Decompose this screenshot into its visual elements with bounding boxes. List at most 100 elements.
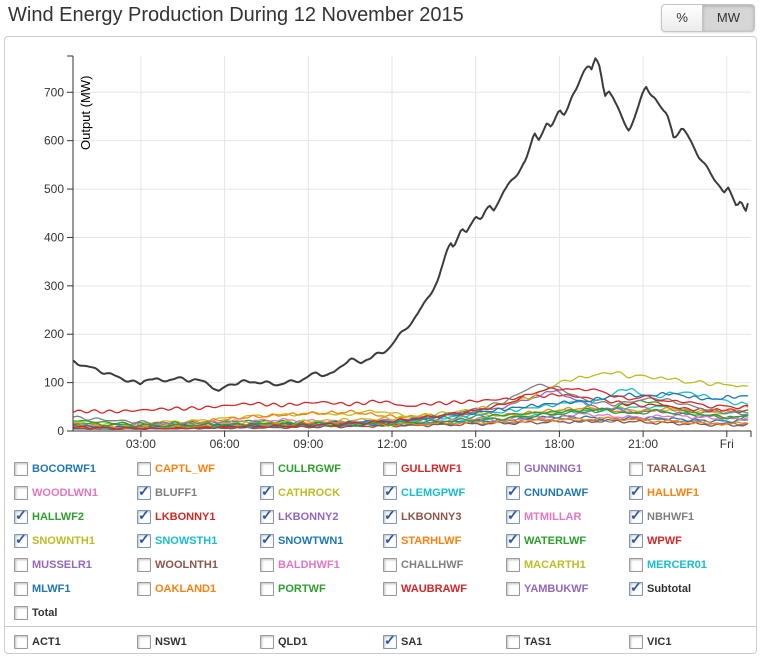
series-line-lkbonny1	[73, 393, 749, 414]
farm-checkbox-musselr1[interactable]	[14, 558, 28, 572]
region-checkbox-vic1[interactable]	[629, 635, 643, 649]
farm-item-gullrwf1: GULLRWF1	[383, 462, 506, 476]
farm-checkbox-captl_wf[interactable]	[137, 462, 151, 476]
farm-label: CHALLHWF	[401, 559, 464, 571]
farm-label: WOODLWN1	[32, 487, 98, 499]
series-line-subtotal	[72, 57, 749, 392]
farm-checkbox-mlwf1[interactable]	[14, 582, 28, 596]
farm-checkbox-waubrawf[interactable]	[383, 582, 397, 596]
series-line-waterlwf	[73, 407, 749, 428]
farm-item-subtotal: Subtotal	[629, 582, 752, 596]
farm-item-clemgpwf: CLEMGPWF	[383, 486, 506, 500]
region-legend: ACT1 NSW1 QLD1 SA1 TAS1 VIC1	[5, 629, 756, 655]
region-checkbox-tas1[interactable]	[506, 635, 520, 649]
farm-label: HALLWF2	[32, 511, 84, 523]
farm-item-waubrawf: WAUBRAWF	[383, 582, 506, 596]
farm-item-wpwf: WPWF	[629, 534, 752, 548]
farm-item-woodlwn1: WOODLWN1	[14, 486, 137, 500]
farm-checkbox-nbhwf1[interactable]	[629, 510, 643, 524]
farm-checkbox-hallwf2[interactable]	[14, 510, 28, 524]
farm-checkbox-yambukwf[interactable]	[506, 582, 520, 596]
farm-checkbox-snowsth1[interactable]	[137, 534, 151, 548]
farm-label: HALLWF1	[647, 487, 699, 499]
region-checkbox-sa1[interactable]	[383, 635, 397, 649]
farm-item-macarth1: MACARTH1	[506, 558, 629, 572]
farm-item-taralga1: TARALGA1	[629, 462, 752, 476]
farm-label: GUNNING1	[524, 463, 583, 475]
legend-separator	[5, 626, 756, 627]
farm-checkbox-total[interactable]	[14, 606, 28, 620]
y-axis-tick-label: 200	[44, 327, 64, 341]
series-line-wpwf	[73, 387, 749, 430]
farm-label: BALDHWF1	[278, 559, 340, 571]
region-label: TAS1	[524, 636, 552, 648]
farm-checkbox-clemgpwf[interactable]	[383, 486, 397, 500]
farm-label: YAMBUKWF	[524, 583, 589, 595]
farm-checkbox-mercer01[interactable]	[629, 558, 643, 572]
mw-button[interactable]: MW	[702, 4, 755, 32]
farm-checkbox-bocorwf1[interactable]	[14, 462, 28, 476]
region-checkbox-qld1[interactable]	[260, 635, 274, 649]
region-checkbox-act1[interactable]	[14, 635, 28, 649]
region-item-nsw1: NSW1	[137, 635, 260, 649]
farm-checkbox-lkbonny1[interactable]	[137, 510, 151, 524]
farm-item-lkbonny1: LKBONNY1	[137, 510, 260, 524]
farm-checkbox-snowtwn1[interactable]	[260, 534, 274, 548]
farm-checkbox-woolnth1[interactable]	[137, 558, 151, 572]
region-label: NSW1	[155, 636, 187, 648]
x-axis-tick-label: Fri	[720, 437, 734, 451]
farm-checkbox-portwf[interactable]	[260, 582, 274, 596]
farm-label: MERCER01	[647, 559, 707, 571]
farm-checkbox-oakland1[interactable]	[137, 582, 151, 596]
farm-label: SNOWNTH1	[32, 535, 95, 547]
farm-label: CAPTL_WF	[155, 463, 215, 475]
farm-checkbox-challhwf[interactable]	[383, 558, 397, 572]
percent-button[interactable]: %	[661, 4, 703, 32]
farm-checkbox-lkbonny3[interactable]	[383, 510, 397, 524]
region-item-tas1: TAS1	[506, 635, 629, 649]
region-item-qld1: QLD1	[260, 635, 383, 649]
farm-checkbox-woodlwn1[interactable]	[14, 486, 28, 500]
farm-checkbox-lkbonny2[interactable]	[260, 510, 274, 524]
farm-checkbox-starhlwf[interactable]	[383, 534, 397, 548]
farm-checkbox-waterlwf[interactable]	[506, 534, 520, 548]
farm-checkbox-wpwf[interactable]	[629, 534, 643, 548]
region-checkbox-nsw1[interactable]	[137, 635, 151, 649]
farm-checkbox-hallwf1[interactable]	[629, 486, 643, 500]
farm-checkbox-subtotal[interactable]	[629, 582, 643, 596]
farm-item-woolnth1: WOOLNTH1	[137, 558, 260, 572]
farm-item-bluff1: BLUFF1	[137, 486, 260, 500]
farm-checkbox-baldhwf1[interactable]	[260, 558, 274, 572]
farm-item-gunning1: GUNNING1	[506, 462, 629, 476]
farm-checkbox-gullrwf1[interactable]	[383, 462, 397, 476]
farm-item-oakland1: OAKLAND1	[137, 582, 260, 596]
y-axis-tick-label: 700	[44, 85, 64, 99]
farm-item-musselr1: MUSSELR1	[14, 558, 137, 572]
x-axis-tick-label: 03:00	[126, 437, 156, 451]
farm-item-lkbonny2: LKBONNY2	[260, 510, 383, 524]
farm-checkbox-mtmillar[interactable]	[506, 510, 520, 524]
farm-checkbox-bluff1[interactable]	[137, 486, 151, 500]
farm-checkbox-gunning1[interactable]	[506, 462, 520, 476]
x-axis-tick-label: 21:00	[628, 437, 658, 451]
farm-checkbox-cathrock[interactable]	[260, 486, 274, 500]
farm-item-lkbonny3: LKBONNY3	[383, 510, 506, 524]
wind-production-chart: 0 100 200 300 400 500 600 700 03:00 06:00 09:00 12:…	[44, 55, 752, 451]
region-label: VIC1	[647, 636, 672, 648]
y-axis-tick-label: 600	[44, 134, 64, 148]
x-axis-tick-label: 09:00	[293, 437, 323, 451]
region-label: SA1	[401, 636, 423, 648]
farm-checkbox-snownth1[interactable]	[14, 534, 28, 548]
farm-checkbox-macarth1[interactable]	[506, 558, 520, 572]
farm-item-snownth1: SNOWNTH1	[14, 534, 137, 548]
farm-label: Subtotal	[647, 583, 691, 595]
region-item-vic1: VIC1	[629, 635, 752, 649]
farm-checkbox-cullrgwf[interactable]	[260, 462, 274, 476]
farm-item-hallwf2: HALLWF2	[14, 510, 137, 524]
farm-checkbox-taralga1[interactable]	[629, 462, 643, 476]
farm-label: LKBONNY1	[155, 511, 216, 523]
farm-label: MACARTH1	[524, 559, 586, 571]
y-axis-tick-label: 500	[44, 182, 64, 196]
farm-checkbox-cnundawf[interactable]	[506, 486, 520, 500]
farm-item-waterlwf: WATERLWF	[506, 534, 629, 548]
